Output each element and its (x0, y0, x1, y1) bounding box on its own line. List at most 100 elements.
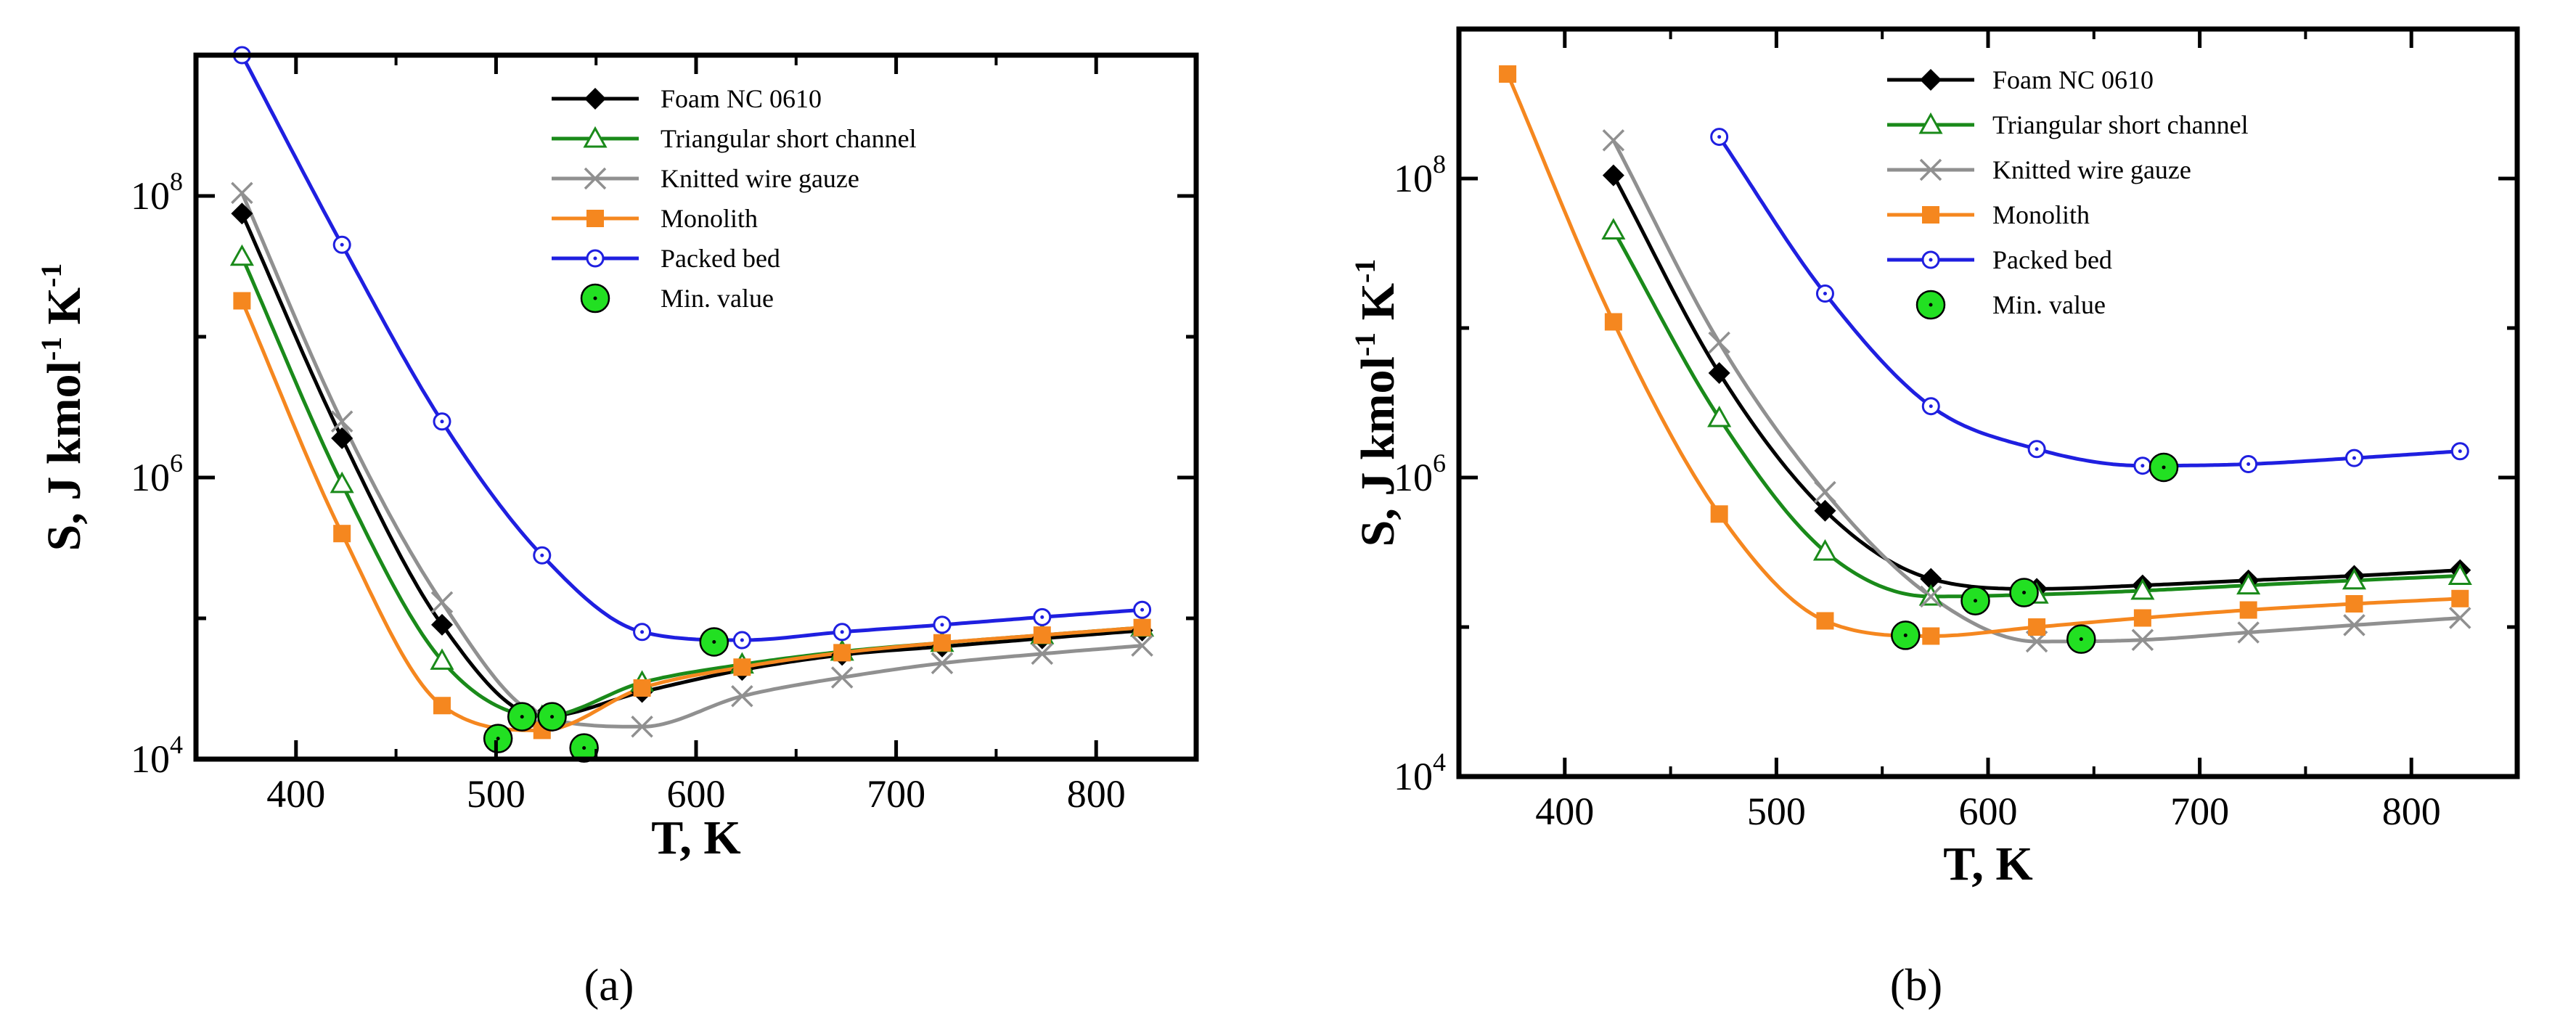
legend-item-knitted-wire-gauze: Knitted wire gauze (552, 164, 859, 193)
x-tick-label: 600 (1959, 790, 2018, 833)
marker-min-value (507, 702, 537, 732)
marker-knitted-wire-gauze (1814, 480, 1836, 504)
marker-monolith (933, 634, 951, 652)
legend-label-knitted-wire-gauze: Knitted wire gauze (661, 164, 859, 193)
marker-knitted-wire-gauze (631, 716, 653, 738)
marker-knitted-wire-gauze (830, 666, 854, 689)
series-line-knitted-wire-gauze (240, 192, 1142, 729)
legend-label-packed-bed: Packed bed (661, 244, 780, 273)
marker-monolith (2239, 601, 2257, 619)
x-tick-label: 500 (1747, 790, 1806, 833)
marker-monolith (233, 292, 251, 310)
series-line-foam-nc-0610 (1611, 174, 2461, 591)
marker-monolith (2133, 609, 2151, 627)
legend-item-min-value: Min. value (1915, 290, 2106, 320)
marker-packed-bed (2450, 442, 2469, 461)
legend-label-packed-bed: Packed bed (1992, 245, 2112, 274)
marker-foam-nc-0610 (1920, 568, 1942, 590)
legend-item-packed-bed: Packed bed (1887, 245, 2112, 274)
x-tick-label: 800 (2382, 790, 2441, 833)
series-line-packed-bed (240, 55, 1142, 642)
legend-label-knitted-wire-gauze: Knitted wire gauze (1992, 155, 2191, 184)
panel-b-plot-frame (1456, 26, 2520, 779)
panel-b-legend: Foam NC 0610 Triangular short channel Knit… (1887, 65, 2249, 320)
x-tick-label: 400 (1535, 790, 1594, 833)
marker-min-value (569, 733, 599, 763)
marker-packed-bed (533, 546, 552, 565)
panel-a-curves (240, 55, 1142, 732)
marker-triangular-short-channel (1601, 218, 1626, 239)
series-line-packed-bed (1717, 136, 2461, 468)
x-tick-label: 500 (467, 772, 526, 816)
marker-min-value (1891, 621, 1921, 650)
legend-label-min-value: Min. value (661, 284, 774, 313)
x-tick-label: 400 (266, 772, 325, 816)
marker-packed-bed (1921, 397, 1940, 416)
marker-triangular-short-channel (229, 244, 254, 266)
marker-knitted-wire-gauze (231, 181, 253, 205)
panel-b-markers (1499, 65, 2472, 654)
panel-a-y-axis-label: S, J kmol-1 K-1 (35, 263, 91, 552)
marker-knitted-wire-gauze (2237, 621, 2260, 644)
marker-monolith (1816, 612, 1834, 630)
y-tick-label: 108 (1394, 150, 1446, 200)
panel-a-x-axis-label: T, K (651, 811, 740, 864)
marker-monolith (1604, 313, 1622, 331)
marker-foam-nc-0610 (1814, 499, 1836, 522)
marker-knitted-wire-gauze (1920, 585, 1942, 608)
legend-marker-knitted-wire-gauze (1919, 158, 1942, 181)
legend-item-packed-bed: Packed bed (552, 244, 780, 273)
marker-packed-bed (1710, 128, 1729, 147)
marker-min-value (2009, 578, 2039, 607)
marker-packed-bed (332, 235, 351, 254)
series-line-monolith (240, 300, 1142, 732)
panel-a-label: (a) (584, 961, 634, 1010)
marker-triangular-short-channel (2448, 563, 2472, 585)
legend-item-monolith: Monolith (552, 204, 758, 233)
marker-knitted-wire-gauze (731, 685, 753, 708)
marker-packed-bed (1815, 284, 1834, 303)
marker-knitted-wire-gauze (2343, 614, 2366, 636)
marker-triangular-short-channel (430, 648, 454, 670)
panel-b-curves (1505, 73, 2461, 644)
marker-packed-bed (732, 631, 751, 650)
marker-knitted-wire-gauze (1031, 642, 1054, 666)
marker-monolith (1922, 627, 1940, 645)
y-tick-label: 104 (131, 730, 183, 781)
x-tick-label: 700 (2170, 790, 2229, 833)
marker-min-value (2148, 452, 2179, 483)
legend-label-min-value: Min. value (1992, 290, 2106, 319)
marker-packed-bed (1133, 600, 1152, 619)
marker-foam-nc-0610 (231, 202, 253, 225)
marker-monolith (2028, 618, 2046, 636)
marker-monolith (1499, 65, 1517, 83)
marker-min-value (1960, 586, 1990, 615)
marker-knitted-wire-gauze (1602, 129, 1625, 152)
legend-label-monolith: Monolith (1992, 200, 2090, 229)
marker-min-value (699, 627, 729, 657)
panel-a-markers (229, 46, 1155, 763)
marker-monolith (333, 525, 351, 543)
panel-b-x-axis-label: T, K (1943, 838, 2032, 890)
marker-knitted-wire-gauze (330, 410, 353, 433)
marker-foam-nc-0610 (331, 427, 353, 449)
marker-monolith (1710, 505, 1728, 523)
legend-item-triangular-short-channel: Triangular short channel (1887, 110, 2249, 139)
marker-knitted-wire-gauze (430, 591, 454, 614)
y-tick-label: 108 (131, 167, 183, 218)
y-tick-label: 104 (1394, 748, 1446, 798)
marker-triangular-short-channel (1707, 405, 1732, 427)
x-tick-label: 600 (667, 772, 726, 816)
marker-monolith (1033, 626, 1051, 644)
marker-knitted-wire-gauze (1131, 634, 1153, 657)
marker-packed-bed (2027, 440, 2046, 459)
legend-marker-knitted-wire-gauze (584, 167, 607, 190)
marker-monolith (733, 658, 751, 676)
marker-packed-bed (2344, 449, 2363, 467)
panel-b-y-axis-label: S, J kmol-1 K-1 (1349, 259, 1404, 547)
series-line-monolith (1505, 73, 2461, 638)
marker-packed-bed (433, 412, 451, 431)
